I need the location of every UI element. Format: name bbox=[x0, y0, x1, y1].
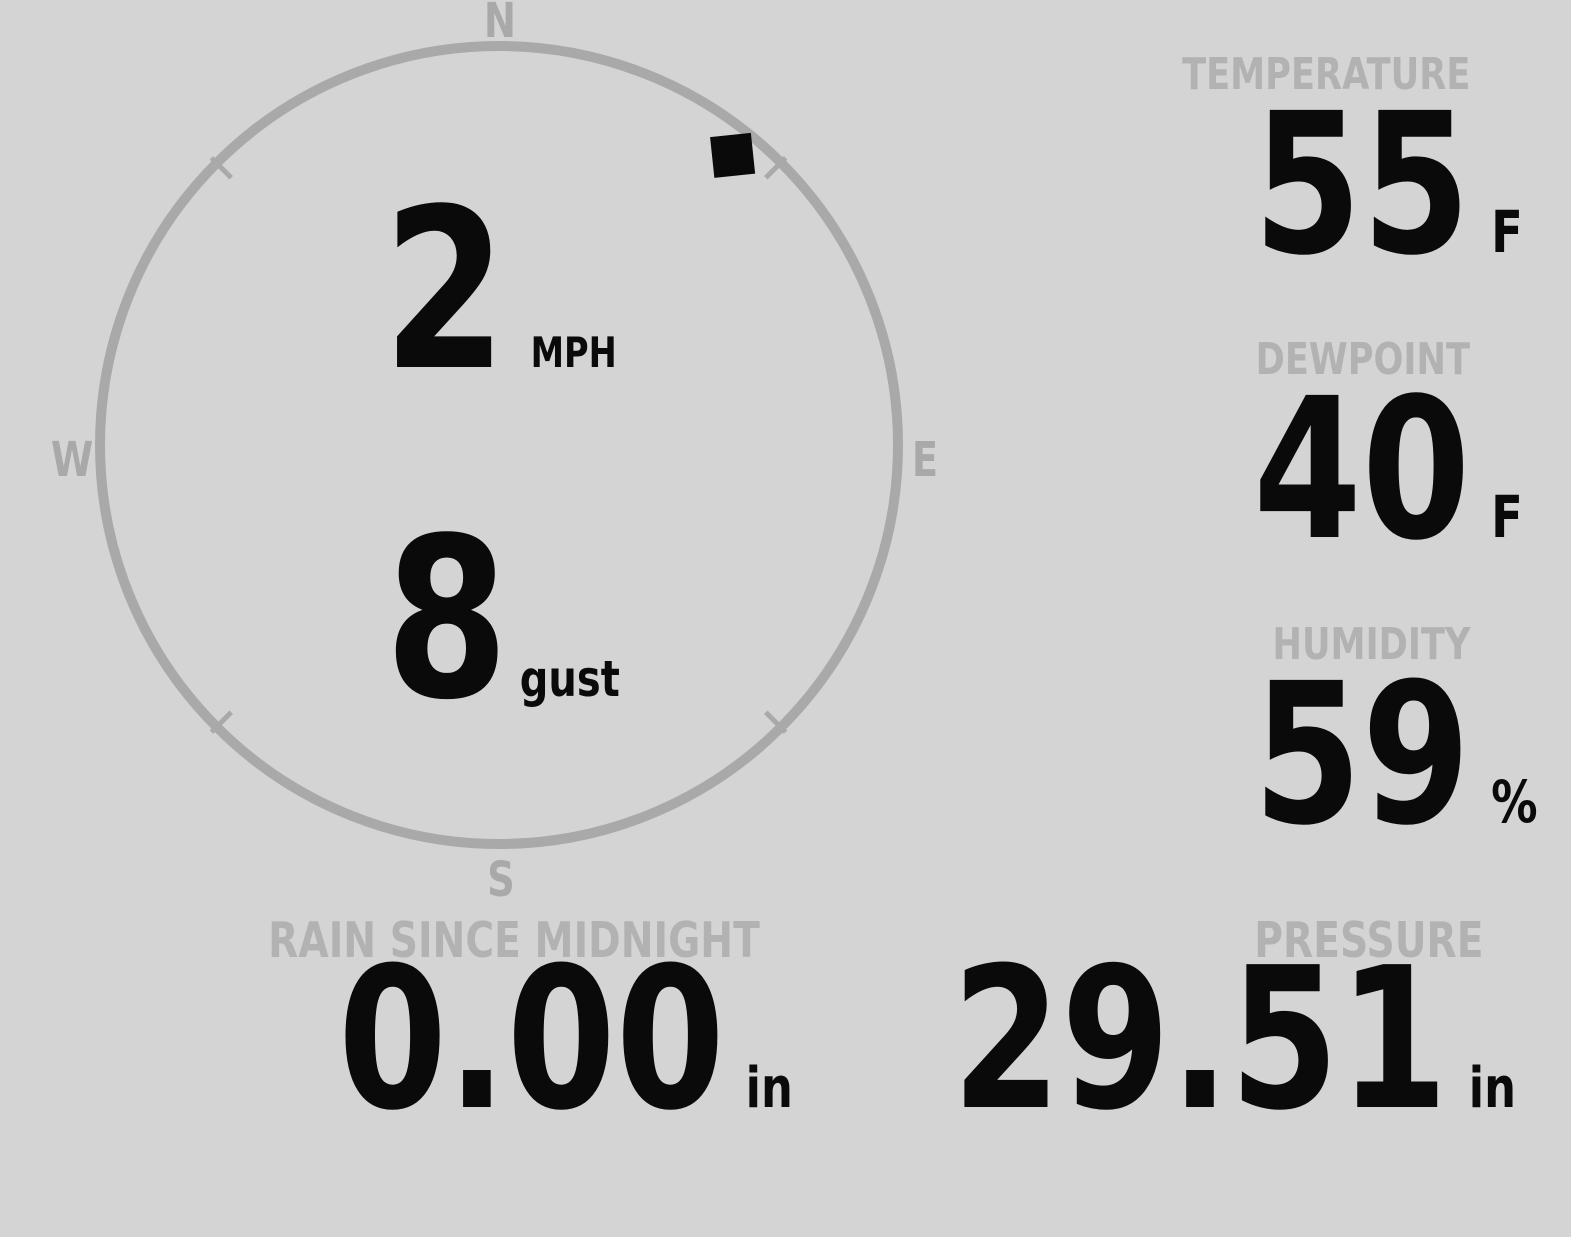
rain-value-row: 0.00 in bbox=[338, 926, 793, 1154]
compass-label-north: N bbox=[483, 0, 517, 49]
compass-label-east: E bbox=[911, 432, 939, 488]
stat-label: TEMPERATURE bbox=[1181, 49, 1470, 100]
stat-value: 55 bbox=[1252, 71, 1470, 298]
stat-dewpoint[interactable]: DEWPOINT 40 F bbox=[1199, 334, 1523, 583]
stat-value: 59 bbox=[1252, 641, 1470, 868]
wind-gust-label: gust bbox=[519, 650, 620, 708]
stat-value-row: 40 F bbox=[1252, 356, 1523, 583]
wind-gust: 8 gust bbox=[385, 509, 620, 731]
pressure[interactable]: PRESSURE 29.51 in bbox=[843, 912, 1516, 1176]
stat-value-row: 55 F bbox=[1252, 71, 1523, 298]
rain-unit: in bbox=[745, 1056, 793, 1121]
stat-humidity[interactable]: HUMIDITY 59 % bbox=[1199, 619, 1537, 868]
pressure-label: PRESSURE bbox=[1253, 912, 1483, 969]
wind-speed: 2 MPH bbox=[383, 180, 617, 402]
stat-unit: F bbox=[1490, 198, 1523, 266]
stat-unit: % bbox=[1490, 768, 1538, 836]
compass-label-south: S bbox=[487, 852, 515, 908]
stat-label: DEWPOINT bbox=[1255, 334, 1470, 385]
wind-speed-unit: MPH bbox=[530, 328, 617, 377]
rain-since-midnight[interactable]: RAIN SINCE MIDNIGHT 0.00 in bbox=[260, 916, 880, 1176]
rain-label: RAIN SINCE MIDNIGHT bbox=[268, 912, 760, 969]
stat-temperature[interactable]: TEMPERATURE 55 F bbox=[1110, 49, 1523, 298]
pressure-value-row: 29.51 in bbox=[952, 926, 1516, 1154]
pressure-value: 29.51 bbox=[952, 926, 1448, 1154]
stat-value: 40 bbox=[1252, 356, 1470, 583]
wind-speed-value: 2 bbox=[383, 162, 507, 420]
pressure-unit: in bbox=[1468, 1056, 1517, 1121]
wind-direction-marker-icon bbox=[710, 132, 756, 178]
stat-unit: F bbox=[1490, 483, 1523, 551]
wind-gust-value: 8 bbox=[385, 491, 509, 749]
stat-value-row: 59 % bbox=[1252, 641, 1537, 868]
compass-label-west: W bbox=[50, 432, 94, 488]
rain-value: 0.00 bbox=[338, 926, 725, 1154]
compass-ring-icon bbox=[95, 41, 903, 849]
wind-gauge[interactable]: N E S W 2 MPH 8 gust bbox=[0, 0, 1000, 920]
stat-label: HUMIDITY bbox=[1272, 619, 1470, 670]
